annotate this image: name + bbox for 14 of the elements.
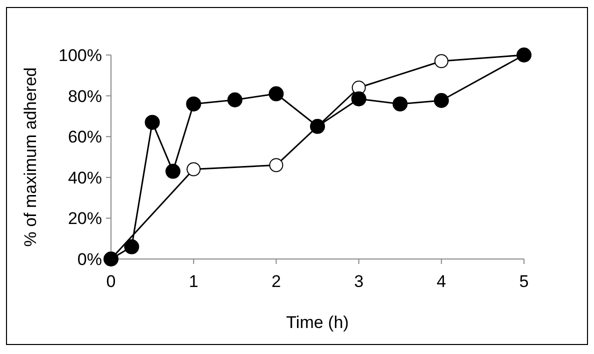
x-tick-label: 0 xyxy=(106,272,116,291)
x-tick-label: 1 xyxy=(188,272,198,291)
x-axis-title: Time (h) xyxy=(286,313,349,332)
x-tick-label: 5 xyxy=(519,272,529,291)
y-tick-label: 60% xyxy=(68,128,102,147)
y-tick-label: 20% xyxy=(68,209,102,228)
y-axis-title: % of maximum adhered xyxy=(21,67,40,247)
y-tick-label: 80% xyxy=(68,86,102,106)
y-tick-label: 100% xyxy=(58,46,102,65)
x-tick-label: 2 xyxy=(271,272,281,291)
y-tick-label: 0% xyxy=(77,250,102,269)
y-tick-label: 40% xyxy=(68,168,102,188)
x-tick-label: 3 xyxy=(354,272,364,291)
x-tick-label: 4 xyxy=(436,272,446,291)
